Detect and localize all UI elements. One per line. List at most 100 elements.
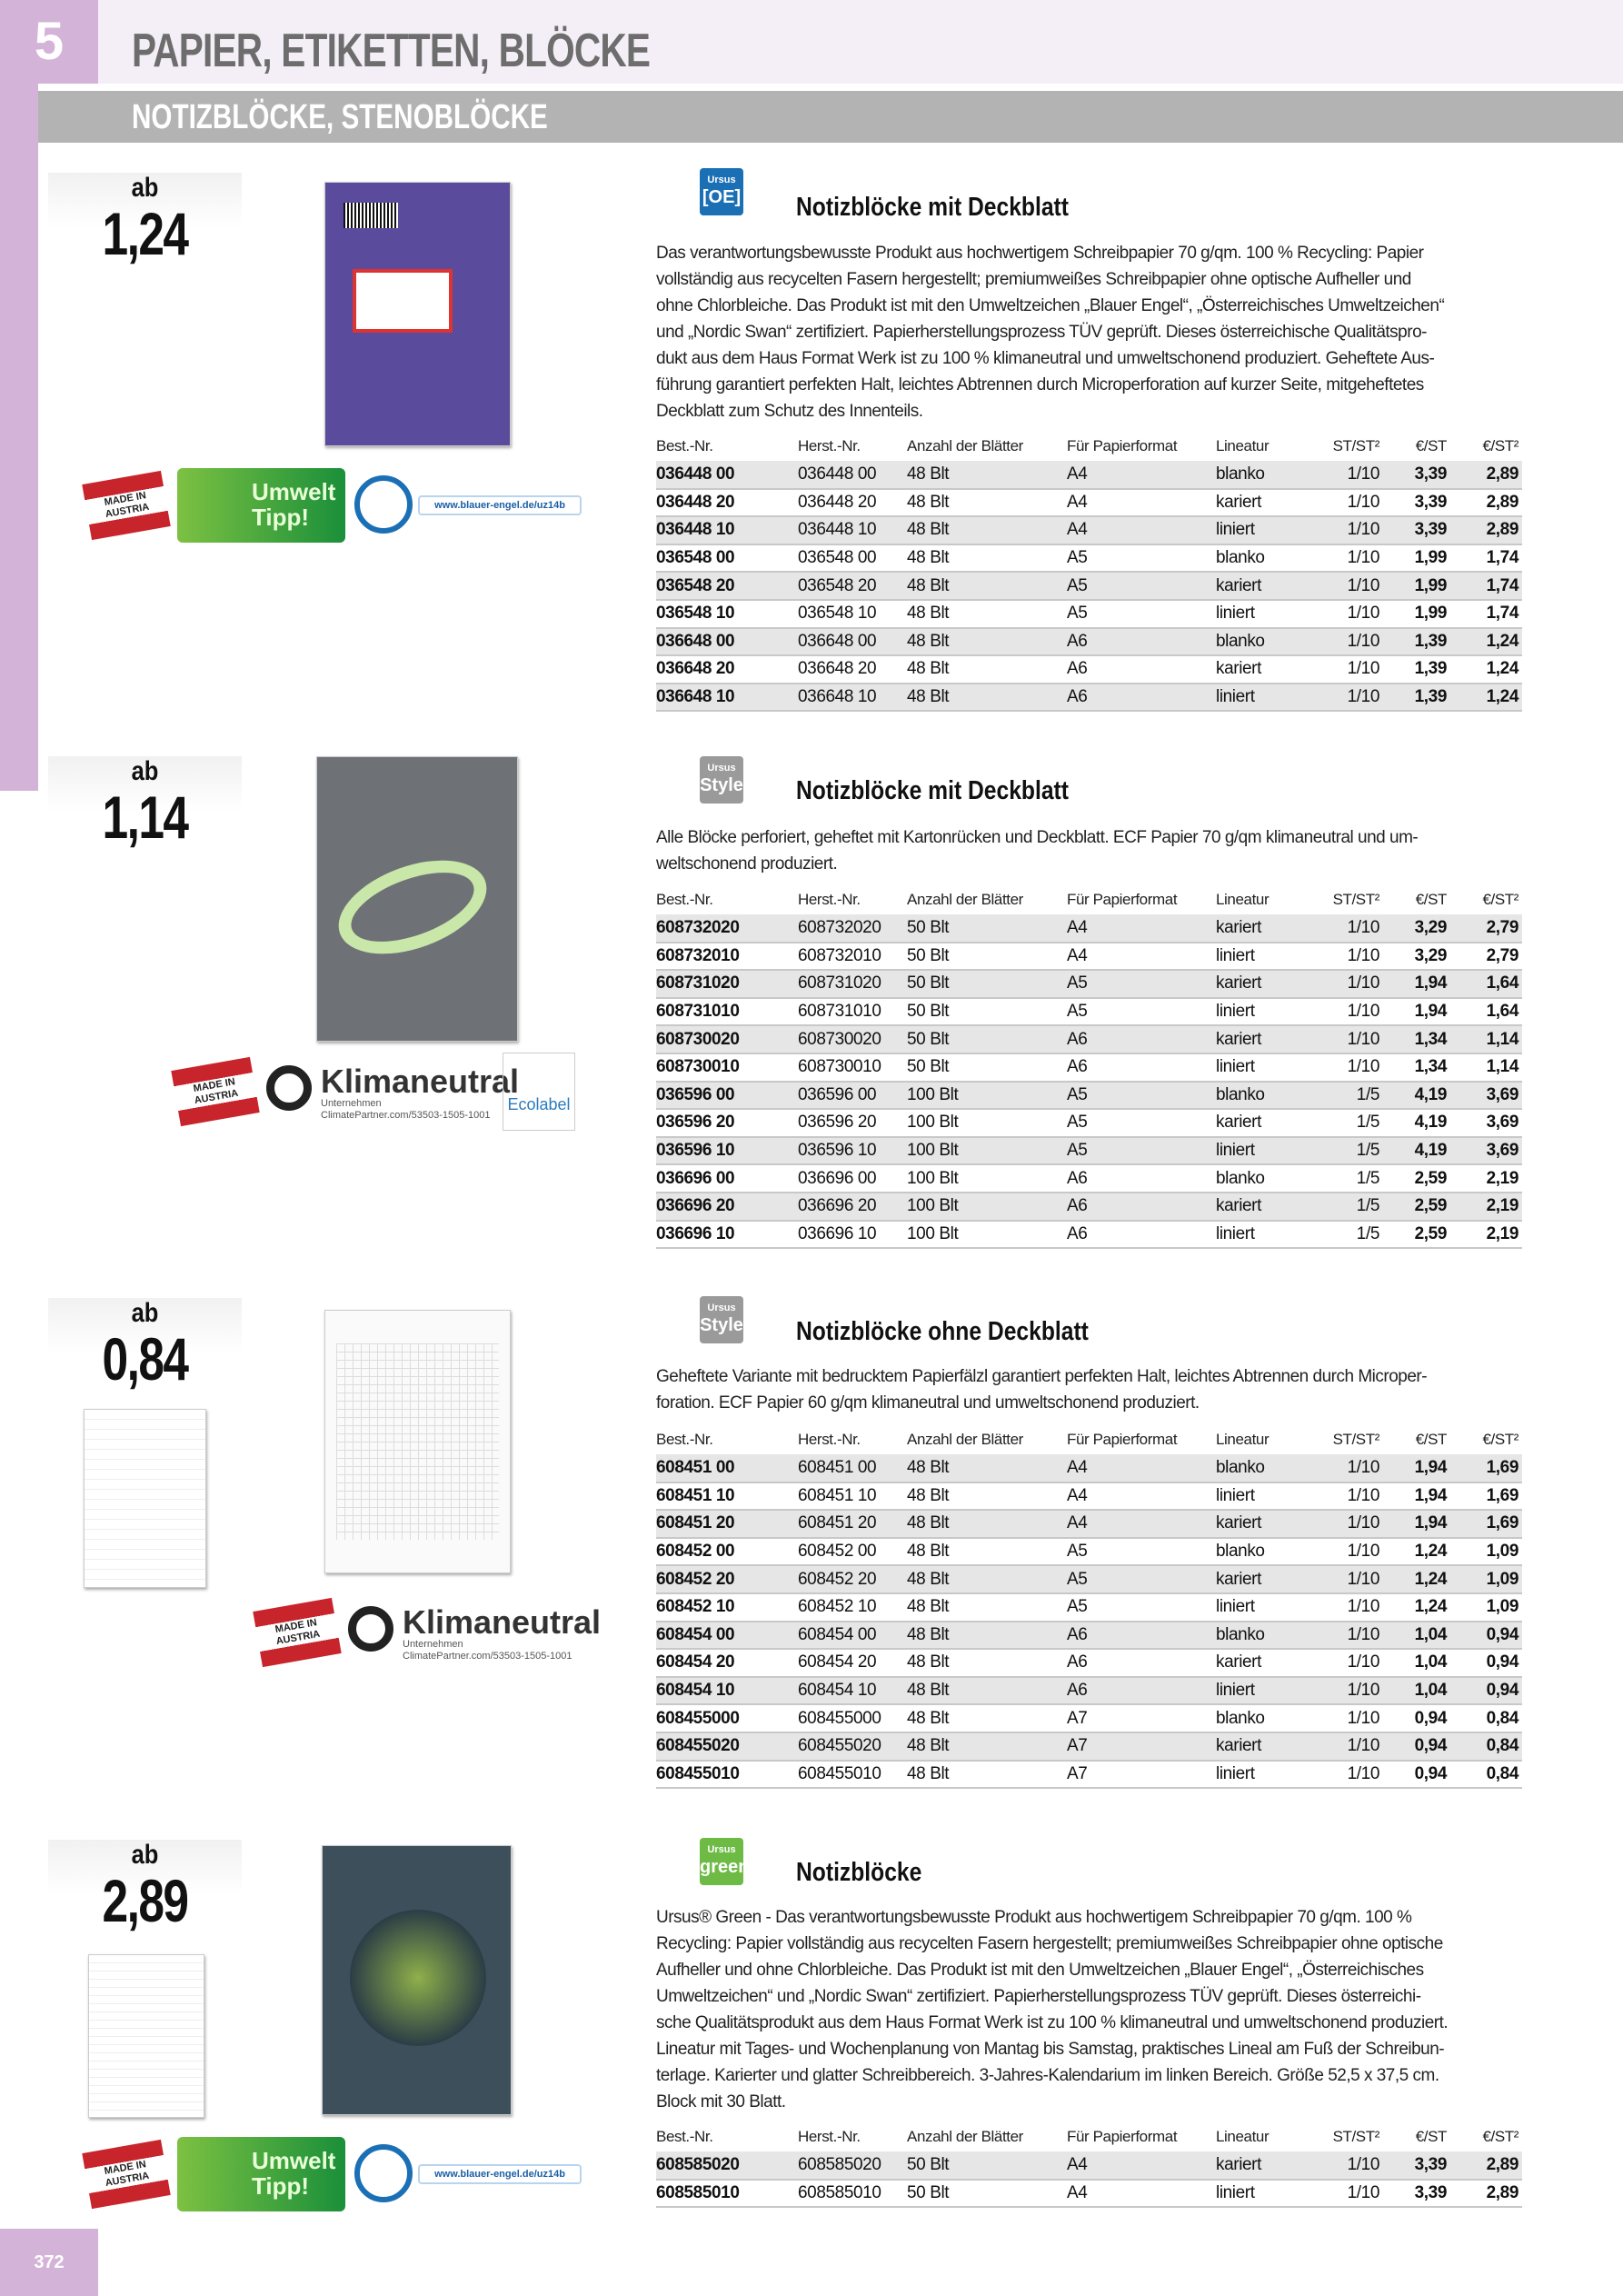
table-row[interactable]: 608455020 608455020 48 Blt A7 kariert 1/10 0,9… — [656, 1732, 1522, 1762]
ruling: blanko — [1216, 1621, 1330, 1651]
order-number: 036596 20 — [656, 1109, 798, 1138]
table-row[interactable]: 608451 10 608451 10 48 Blt A4 liniert 1/10 1,9… — [656, 1482, 1522, 1512]
price-value: 1,24 — [102, 200, 190, 267]
table-row[interactable]: 036596 00 036596 00 100 Blt A5 blanko 1/5 4,19… — [656, 1081, 1522, 1111]
table-row[interactable]: 608732020 608732020 50 Blt A4 kariert 1/10 3,2… — [656, 914, 1522, 943]
pack-unit: 1/10 — [1330, 1592, 1383, 1622]
header-row: Best.-Nr. Herst.-Nr. Anzahl der Blätter Für… — [656, 885, 1522, 914]
grid-paper — [336, 1343, 499, 1540]
table-row[interactable]: 608455010 608455010 48 Blt A7 liniert 1/10 0,9… — [656, 1760, 1522, 1790]
price-per-unit: 0,94 — [1383, 1732, 1450, 1762]
table-row[interactable]: 036548 00 036548 00 48 Blt A5 blanko 1/10 1,99… — [656, 544, 1522, 574]
ruling: liniert — [1216, 942, 1330, 972]
table-row[interactable]: 608454 20 608454 20 48 Blt A6 kariert 1/10 1,0… — [656, 1649, 1522, 1678]
order-number: 036648 00 — [656, 627, 798, 657]
table-row[interactable]: 036648 20 036648 20 48 Blt A6 kariert 1/10 1,3… — [656, 655, 1522, 684]
table-row[interactable]: 608454 00 608454 00 48 Blt A6 blanko 1/10 1,04… — [656, 1621, 1522, 1651]
column-header: ST/ST² — [1332, 891, 1380, 908]
table-row[interactable]: 608731010 608731010 50 Blt A5 liniert 1/10 1,9… — [656, 997, 1522, 1027]
description-line: dukt aus dem Haus Format Werk ist zu 100… — [656, 349, 1435, 368]
klimaneutral-badge: Klimaneutral Unternehmen ClimatePartner.co… — [403, 1606, 601, 1662]
table-row[interactable]: 036448 00 036448 00 48 Blt A4 blanko 1/10 3,39… — [656, 461, 1522, 490]
table-row[interactable]: 608452 20 608452 20 48 Blt A5 kariert 1/10 1,2… — [656, 1565, 1522, 1594]
table-row[interactable]: 608730020 608730020 50 Blt A6 kariert 1/10 1,3… — [656, 1025, 1522, 1054]
manufacturer-number: 036696 20 — [798, 1192, 907, 1222]
table-row[interactable]: 608452 10 608452 10 48 Blt A5 liniert 1/10 1,2… — [656, 1592, 1522, 1622]
table-row[interactable]: 608732010 608732010 50 Blt A4 liniert 1/10 3,2… — [656, 942, 1522, 972]
sheet-count: 50 Blt — [907, 970, 1067, 999]
order-number: 036696 00 — [656, 1164, 798, 1193]
order-number: 608451 10 — [656, 1482, 798, 1512]
table-row[interactable]: 608451 00 608451 00 48 Blt A4 blanko 1/10 1,94… — [656, 1454, 1522, 1483]
table-row[interactable]: 608455000 608455000 48 Blt A7 blanko 1/10 0,94… — [656, 1704, 1522, 1733]
manufacturer-number: 608455000 — [798, 1704, 907, 1733]
sheet-count: 48 Blt — [907, 1592, 1067, 1622]
table-row[interactable]: 608585010 608585010 50 Blt A4 liniert 1/10 3,3… — [656, 2179, 1522, 2209]
price-per-unit: 1,94 — [1383, 997, 1450, 1027]
order-number: 608452 10 — [656, 1592, 798, 1622]
paper-format: A7 — [1067, 1732, 1216, 1762]
sheet-count: 50 Blt — [907, 997, 1067, 1027]
price-per-unit: 1,04 — [1383, 1649, 1450, 1678]
order-number: 608731010 — [656, 997, 798, 1027]
table-row[interactable]: 036548 10 036548 10 48 Blt A5 liniert 1/10 1,9… — [656, 599, 1522, 629]
order-number: 608451 00 — [656, 1454, 798, 1483]
ruling: blanko — [1216, 1704, 1330, 1733]
blauer-engel-url: www.blauer-engel.de/uz14b — [418, 495, 582, 515]
sheet-count: 48 Blt — [907, 516, 1067, 545]
order-number: 608732010 — [656, 942, 798, 972]
ruling: kariert — [1216, 572, 1330, 601]
pack-unit: 1/10 — [1330, 1537, 1383, 1567]
price-per-unit-qty: 0,94 — [1450, 1649, 1522, 1678]
table-row[interactable]: 036596 20 036596 20 100 Blt A5 kariert 1/5 4,1… — [656, 1109, 1522, 1138]
product-description: Ursus® Green - Das verantwortungsbewusst… — [656, 1904, 1449, 2115]
table-row[interactable]: 036596 10 036596 10 100 Blt A5 liniert 1/5 4,1… — [656, 1136, 1522, 1166]
column-header: Anzahl der Blätter — [907, 2128, 1023, 2145]
table-row[interactable]: 608452 00 608452 00 48 Blt A5 blanko 1/10 1,24… — [656, 1537, 1522, 1567]
table-row[interactable]: 036696 00 036696 00 100 Blt A6 blanko 1/5 2,59… — [656, 1164, 1522, 1193]
table-row[interactable]: 036648 00 036648 00 48 Blt A6 blanko 1/10 1,39… — [656, 627, 1522, 657]
klimaneutral-label: Klimaneutral — [321, 1063, 520, 1100]
sheet-count: 48 Blt — [907, 572, 1067, 601]
price-per-unit-qty: 1,09 — [1450, 1592, 1522, 1622]
made-in-austria-badge: MADE IN AUSTRIA — [253, 1597, 342, 1668]
table-row[interactable]: 036696 10 036696 10 100 Blt A6 liniert 1/5 2,5… — [656, 1220, 1522, 1250]
column-header: Lineatur — [1216, 891, 1270, 908]
table-row[interactable]: 036648 10 036648 10 48 Blt A6 liniert 1/10 1,3… — [656, 683, 1522, 713]
table-row[interactable]: 608585020 608585020 50 Blt A4 kariert 1/10 3,3… — [656, 2151, 1522, 2181]
brand-logo-name: Style — [700, 775, 743, 795]
table-row[interactable]: 036548 20 036548 20 48 Blt A5 kariert 1/10 1,9… — [656, 572, 1522, 601]
price-box: ab 2,89 — [48, 1840, 242, 1932]
paper-format: A5 — [1067, 599, 1216, 629]
table-row[interactable]: 608451 20 608451 20 48 Blt A4 kariert 1/10 1,9… — [656, 1510, 1522, 1539]
pack-unit: 1/10 — [1330, 970, 1383, 999]
price-per-unit: 4,19 — [1383, 1109, 1450, 1138]
paper-format: A6 — [1067, 655, 1216, 684]
order-number: 608585010 — [656, 2179, 798, 2209]
table-row[interactable]: 036696 20 036696 20 100 Blt A6 kariert 1/5 2,5… — [656, 1192, 1522, 1222]
description-line: und „Nordic Swan“ zertifiziert. Papierhe… — [656, 323, 1427, 342]
paper-format: A4 — [1067, 1482, 1216, 1512]
price-per-unit-qty: 2,89 — [1450, 488, 1522, 518]
table-row[interactable]: 036448 10 036448 10 48 Blt A4 liniert 1/10 3,3… — [656, 516, 1522, 545]
price-per-unit-qty: 2,79 — [1450, 914, 1522, 943]
ruling: blanko — [1216, 627, 1330, 657]
ruling: kariert — [1216, 655, 1330, 684]
brand-logo: Ursus Style — [700, 1296, 743, 1343]
sheet-count: 100 Blt — [907, 1220, 1067, 1250]
table-row[interactable]: 036448 20 036448 20 48 Blt A4 kariert 1/10 3,3… — [656, 488, 1522, 518]
table-row[interactable]: 608731020 608731020 50 Blt A5 kariert 1/10 1,9… — [656, 970, 1522, 999]
order-number: 036596 00 — [656, 1081, 798, 1111]
sheet-count: 48 Blt — [907, 599, 1067, 629]
brand-logo-top: Ursus — [707, 1844, 736, 1855]
manufacturer-number: 608451 20 — [798, 1510, 907, 1539]
column-header: Für Papierformat — [1067, 437, 1178, 454]
pack-unit: 1/5 — [1330, 1136, 1383, 1166]
paper-format: A6 — [1067, 1621, 1216, 1651]
table-row[interactable]: 608454 10 608454 10 48 Blt A6 liniert 1/10 1,0… — [656, 1676, 1522, 1706]
ruling: kariert — [1216, 1025, 1330, 1054]
price-per-unit-qty: 2,19 — [1450, 1164, 1522, 1193]
paper-format: A5 — [1067, 1109, 1216, 1138]
table-row[interactable]: 608730010 608730010 50 Blt A6 liniert 1/10 1,3… — [656, 1053, 1522, 1083]
order-number: 036648 20 — [656, 655, 798, 684]
